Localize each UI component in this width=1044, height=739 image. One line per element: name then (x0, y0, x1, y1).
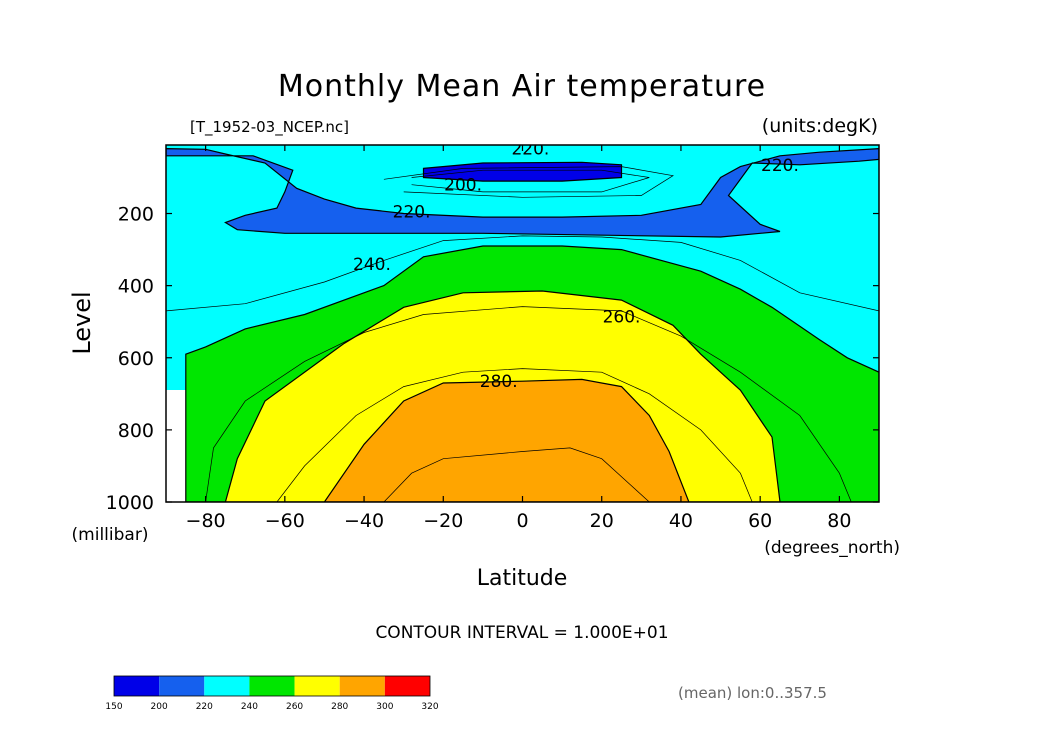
contour-label: 200. (444, 176, 482, 196)
contour-label: 220. (761, 156, 799, 176)
y-axis-units: (millibar) (72, 525, 149, 545)
contour-line-5 (383, 166, 674, 198)
colorbar-tick-label: 150 (105, 702, 122, 712)
contour-line-3 (383, 447, 650, 502)
colorbar-swatch (204, 676, 250, 696)
contour-interval-text: CONTOUR INTERVAL = 1.000E+01 (375, 623, 668, 643)
colorbar-tick-label: 200 (151, 702, 168, 712)
colorbar-tick-label: 260 (286, 702, 303, 712)
x-tick-label: −80 (186, 510, 226, 532)
colorbar-swatch (159, 676, 205, 696)
contour-label: 220. (511, 140, 549, 160)
colorbar-swatch (249, 676, 295, 696)
contour-line-1 (205, 306, 852, 502)
colorbar-frame (113, 675, 431, 697)
x-tick-label: 40 (669, 510, 693, 532)
colorbar-tick-label: 320 (421, 702, 438, 712)
chart-title: Monthly Mean Air temperature (278, 69, 766, 104)
units-label: (units:degK) (762, 115, 878, 137)
contour-line-2 (276, 368, 753, 502)
y-axis: 200 400 600 800 1000 (106, 204, 879, 514)
contour-label: 240. (353, 255, 391, 275)
y-tick-label: 400 (118, 276, 154, 298)
y-tick-label: 200 (118, 204, 154, 226)
contour-line-4 (411, 169, 650, 193)
x-tick-label: 60 (748, 510, 772, 532)
colorbar-swatch (294, 676, 340, 696)
contour-label: 260. (603, 307, 641, 327)
colorbar-swatch (114, 676, 160, 696)
x-axis-units: (degrees_north) (764, 538, 900, 558)
contour-lines (166, 166, 879, 502)
y-tick-label: 800 (118, 420, 154, 442)
contour-label: 280. (480, 372, 518, 392)
contour-label: 220. (393, 203, 431, 223)
y-tick-label: 600 (118, 348, 154, 370)
x-axis-label: Latitude (477, 566, 568, 591)
colorbar: 150 200 220 240 260 280 300 320 (105, 675, 439, 712)
filled-contour-bands (166, 147, 879, 502)
colorbar-tick-label: 240 (241, 702, 258, 712)
y-tick-label: 1000 (106, 492, 154, 514)
mean-note: (mean) lon:0..357.5 (678, 684, 827, 702)
contour-labels: 220. 200. 220. 220. 240. 260. 280. (353, 140, 799, 392)
x-tick-label: −20 (423, 510, 463, 532)
contour-band-200-220 (166, 147, 879, 238)
file-label: [T_1952-03_NCEP.nc] (190, 118, 349, 137)
y-axis-label: Level (68, 291, 96, 354)
x-tick-label: 20 (590, 510, 614, 532)
x-tick-label: 80 (827, 510, 851, 532)
colorbar-tick-label: 300 (376, 702, 393, 712)
colorbar-tick-label: 280 (331, 702, 348, 712)
colorbar-swatch (384, 676, 430, 696)
colorbar-tick-label: 220 (196, 702, 213, 712)
contour-line-0 (166, 235, 879, 312)
colorbar-swatch (339, 676, 385, 696)
plot-area: 220. 200. 220. 220. 240. 260. 280. (166, 140, 879, 502)
x-tick-label: −40 (344, 510, 384, 532)
x-tick-label: 0 (516, 510, 528, 532)
x-axis: −80 −60 −40 −20 0 20 40 60 80 (186, 145, 851, 532)
x-tick-label: −60 (265, 510, 305, 532)
